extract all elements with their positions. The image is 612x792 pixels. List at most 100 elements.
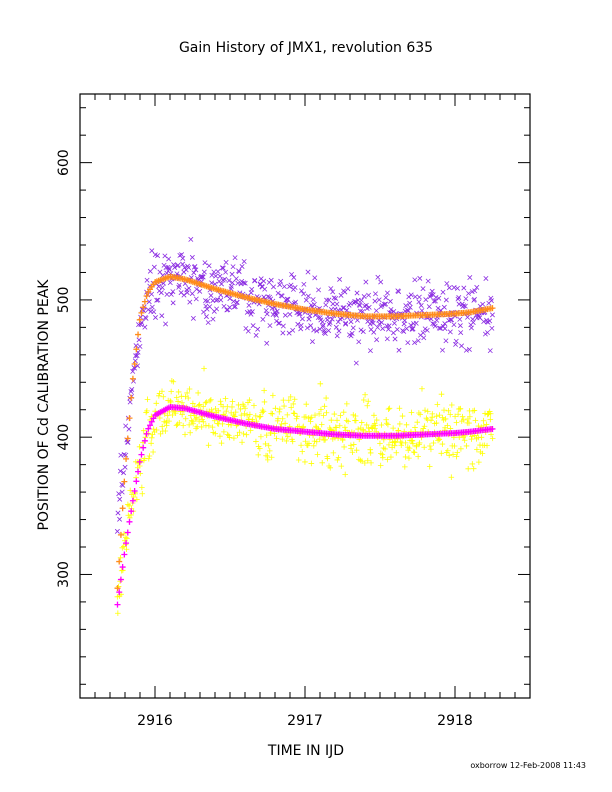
data-point xyxy=(447,425,454,432)
data-point xyxy=(129,387,135,393)
data-point xyxy=(334,301,340,307)
data-point xyxy=(196,401,203,408)
data-point xyxy=(148,434,155,441)
data-point xyxy=(404,326,410,332)
fit-point xyxy=(123,455,130,462)
data-point xyxy=(329,316,335,322)
data-point xyxy=(412,340,418,346)
data-point xyxy=(206,263,212,269)
fit-point xyxy=(124,435,131,442)
data-point xyxy=(483,421,490,428)
data-point xyxy=(262,286,268,292)
data-point xyxy=(451,434,457,441)
data-point xyxy=(201,269,207,275)
data-point xyxy=(401,428,407,435)
data-point xyxy=(484,442,490,449)
data-point xyxy=(203,399,210,405)
data-point xyxy=(479,450,486,457)
data-layer xyxy=(114,236,496,617)
data-point xyxy=(331,295,337,301)
data-point xyxy=(229,280,235,286)
data-point xyxy=(155,253,161,259)
fit-point xyxy=(489,305,496,312)
data-point xyxy=(314,451,321,458)
data-point xyxy=(241,411,248,417)
data-point xyxy=(467,413,473,420)
data-point xyxy=(461,285,467,291)
data-point xyxy=(459,413,466,420)
plot-frame xyxy=(79,93,531,699)
data-point xyxy=(221,429,227,435)
fit-point xyxy=(136,316,143,323)
data-point xyxy=(212,430,219,437)
data-point xyxy=(294,413,300,420)
data-point xyxy=(308,414,315,421)
data-point xyxy=(379,454,386,461)
data-point xyxy=(209,272,215,278)
data-point xyxy=(364,402,371,409)
data-point xyxy=(420,425,427,432)
fit-point xyxy=(131,488,138,495)
data-point xyxy=(436,436,443,443)
fit-point xyxy=(140,304,147,311)
data-point xyxy=(169,378,175,384)
data-point xyxy=(115,510,121,516)
data-point xyxy=(322,436,328,443)
data-point xyxy=(440,347,445,353)
data-point xyxy=(383,295,389,301)
data-point xyxy=(226,434,233,441)
data-point xyxy=(316,411,322,417)
data-point xyxy=(429,411,436,417)
data-point xyxy=(361,294,367,299)
data-point xyxy=(363,302,369,308)
data-point xyxy=(295,321,301,327)
data-point xyxy=(231,435,237,441)
data-point xyxy=(334,417,340,424)
data-point xyxy=(205,298,211,304)
data-point xyxy=(356,301,362,307)
data-point xyxy=(358,327,364,333)
data-point xyxy=(130,494,137,500)
data-point xyxy=(316,436,323,442)
data-point xyxy=(310,297,316,303)
data-point xyxy=(402,317,408,323)
data-point xyxy=(261,278,267,284)
data-point xyxy=(441,407,447,413)
fit-curve xyxy=(114,404,496,608)
data-point xyxy=(434,401,441,408)
data-point xyxy=(457,316,463,322)
data-point xyxy=(451,322,457,328)
data-point xyxy=(193,267,199,273)
fit-point xyxy=(135,468,142,475)
footer-credit: oxborrow 12-Feb-2008 11:43 xyxy=(470,761,586,770)
data-point xyxy=(260,316,266,322)
data-point xyxy=(402,440,409,446)
data-point xyxy=(445,407,452,414)
data-point xyxy=(451,443,458,449)
data-point xyxy=(403,422,410,428)
data-point xyxy=(181,292,187,298)
data-point xyxy=(121,530,127,537)
data-point xyxy=(132,358,138,364)
fit-point xyxy=(138,451,145,458)
data-point xyxy=(435,305,441,311)
data-point xyxy=(164,412,171,419)
data-point xyxy=(384,290,390,296)
data-point xyxy=(411,449,418,456)
data-point xyxy=(168,388,174,395)
data-point xyxy=(155,297,161,303)
data-point xyxy=(256,414,263,420)
data-point xyxy=(275,290,281,296)
data-point xyxy=(149,291,155,297)
data-point xyxy=(398,442,405,449)
data-point xyxy=(453,338,459,344)
data-point xyxy=(368,460,374,466)
data-point xyxy=(391,442,398,449)
data-point xyxy=(267,323,273,329)
fit-point xyxy=(141,437,148,444)
data-point xyxy=(208,293,214,299)
data-point xyxy=(192,416,199,422)
data-point xyxy=(124,535,130,542)
data-point xyxy=(306,316,312,322)
data-point xyxy=(407,304,413,310)
